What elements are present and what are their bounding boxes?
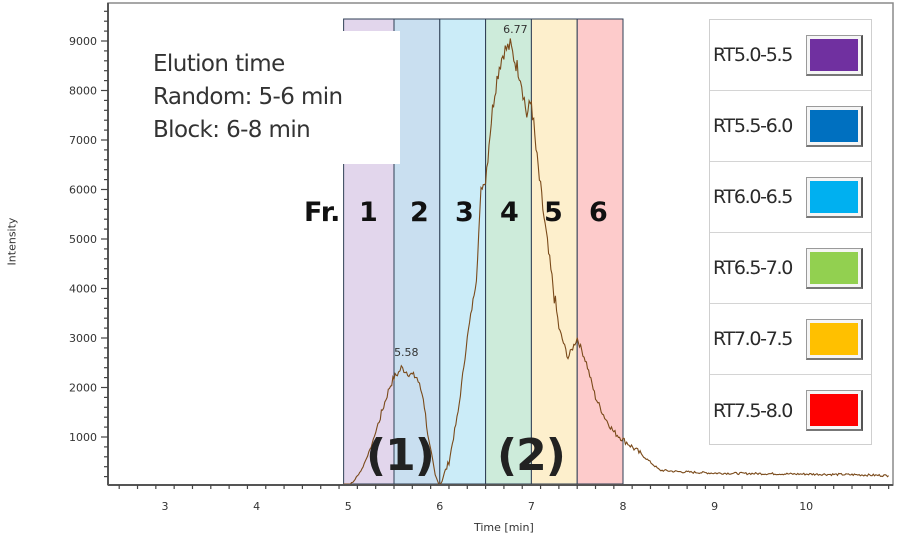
note-line-block: Block: 6-8 min (153, 117, 311, 143)
chromatogram-trace (343, 38, 889, 485)
x-tick-label: 6 (436, 500, 443, 513)
legend-item-rt7.0-7.5: RT7.0-7.5 (710, 304, 871, 375)
x-tick-label: 8 (620, 500, 627, 513)
color-swatch-light-blue (810, 180, 858, 213)
fraction-bands (343, 18, 624, 485)
legend-label: RT5.5-6.0 (713, 115, 793, 137)
y-tick-label: 9000 (69, 35, 97, 48)
color-swatch-green (810, 251, 858, 284)
y-tick-label: 3000 (69, 332, 97, 345)
color-swatch-orange (810, 322, 858, 355)
x-axis: 3 4 5 6 7 8 9 10 (108, 484, 893, 513)
x-tick-label: 9 (711, 500, 718, 513)
fraction-band-4 (485, 18, 532, 485)
y-tick-label: 5000 (69, 233, 97, 246)
legend-label: RT7.5-8.0 (713, 399, 793, 422)
fraction-label-1: 1 (359, 197, 378, 228)
legend-swatch (806, 34, 863, 76)
color-swatch-red (810, 394, 858, 426)
x-axis-label: Time [min] (474, 521, 534, 534)
y-tick-label: 7000 (69, 134, 97, 147)
group-label-block: (2) (497, 430, 566, 481)
legend-item-rt7.5-8.0: RT7.5-8.0 (710, 375, 871, 446)
peak-label: 6.77 (503, 23, 528, 36)
y-axis: 1000 2000 3000 4000 5000 6000 7000 8000 9000 (69, 3, 109, 485)
fraction-label-2: 2 (410, 197, 429, 228)
legend-label: RT7.0-7.5 (713, 328, 793, 350)
legend-swatch (806, 318, 863, 360)
fraction-label-3: 3 (455, 197, 474, 228)
legend-label: RT5.0-5.5 (713, 44, 793, 66)
chromatogram-line (343, 38, 889, 485)
legend-item-rt6.0-6.5: RT6.0-6.5 (710, 162, 871, 233)
legend-swatch (806, 390, 863, 431)
fraction-prefix-label: Fr. (304, 197, 341, 228)
peak-label: 5.58 (394, 346, 419, 359)
legend-swatch (806, 247, 863, 289)
fraction-band-3 (439, 18, 487, 485)
legend-swatch (806, 105, 863, 147)
legend-label: RT6.0-6.5 (713, 186, 793, 208)
elution-time-note: Elution time Random: 5-6 min Block: 6-8 … (145, 31, 400, 164)
x-tick-label: 10 (799, 500, 813, 513)
fraction-label-4: 4 (500, 197, 519, 228)
peak-labels: 5.58 6.77 (394, 23, 528, 359)
legend-label: RT6.5-7.0 (713, 257, 793, 279)
color-swatch-blue (810, 109, 858, 142)
fraction-band-5 (530, 18, 578, 485)
legend-item-rt5.5-6.0: RT5.5-6.0 (710, 91, 871, 162)
fraction-band-6 (576, 18, 624, 485)
fraction-band-2 (393, 18, 441, 485)
color-swatch-purple (810, 38, 858, 71)
x-tick-label: 4 (253, 500, 260, 513)
fraction-label-6: 6 (589, 197, 608, 228)
fraction-label-5: 5 (544, 197, 563, 228)
y-tick-label: 6000 (69, 184, 97, 197)
y-tick-label: 4000 (69, 283, 97, 296)
y-tick-label: 8000 (69, 85, 97, 98)
chart-legend: RT5.0-5.5 RT5.5-6.0 RT6.0-6.5 RT6.5-7.0 … (709, 19, 872, 445)
y-axis-label: Intensity (5, 217, 19, 266)
legend-swatch (806, 176, 863, 218)
y-tick-label: 1000 (69, 431, 97, 444)
group-label-random: (1) (366, 430, 435, 481)
x-tick-label: 5 (345, 500, 352, 513)
legend-item-rt5.0-5.5: RT5.0-5.5 (710, 20, 871, 91)
y-tick-label: 2000 (69, 382, 97, 395)
legend-item-rt6.5-7.0: RT6.5-7.0 (710, 233, 871, 304)
x-tick-label: 3 (162, 500, 169, 513)
note-line-random: Random: 5-6 min (153, 84, 343, 110)
x-tick-label: 7 (528, 500, 535, 513)
note-line-title: Elution time (153, 51, 285, 77)
